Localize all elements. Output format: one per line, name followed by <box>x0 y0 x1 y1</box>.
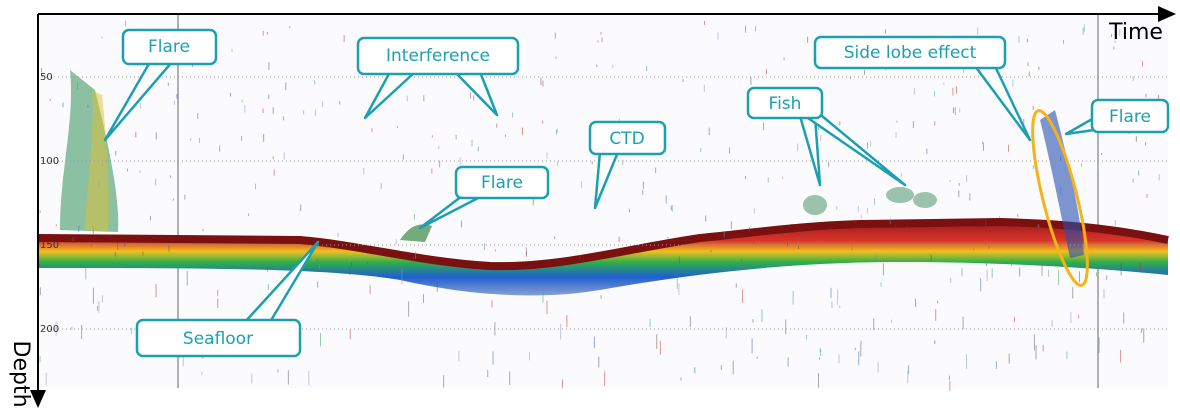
callout-label: Flare <box>481 173 523 193</box>
depth-tick-label: 50 <box>40 72 53 83</box>
echogram-figure: 50 100 150 200 Time Depth Flare Interferenc… <box>0 0 1180 412</box>
fish-echo <box>886 187 914 203</box>
callout-label: Flare <box>148 37 190 57</box>
callout-label: Side lobe effect <box>844 43 977 63</box>
x-axis-label: Time <box>1108 20 1163 45</box>
fish-echo <box>913 192 937 208</box>
depth-tick-label: 150 <box>40 240 59 251</box>
y-axis-label: Depth <box>8 340 33 407</box>
callout-label: Interference <box>386 46 490 66</box>
fish-echo <box>803 195 827 215</box>
callout-label: Flare <box>1109 107 1151 127</box>
depth-tick-label: 200 <box>40 324 59 335</box>
callout-label: Seafloor <box>183 329 253 349</box>
callout-label: CTD <box>609 129 644 149</box>
depth-tick-label: 100 <box>40 156 59 167</box>
callout-label: Fish <box>769 94 802 114</box>
